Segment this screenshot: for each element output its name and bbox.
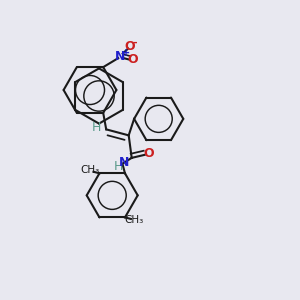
Text: H: H xyxy=(113,160,123,173)
Text: O: O xyxy=(143,147,154,160)
Text: N: N xyxy=(115,50,125,63)
Text: H: H xyxy=(92,122,101,134)
Text: CH₃: CH₃ xyxy=(81,165,100,175)
Text: CH₃: CH₃ xyxy=(124,215,144,225)
Text: O: O xyxy=(127,53,138,66)
Text: +: + xyxy=(122,48,130,58)
Text: O: O xyxy=(124,40,135,52)
Text: -: - xyxy=(133,38,137,48)
Text: N: N xyxy=(119,156,130,169)
